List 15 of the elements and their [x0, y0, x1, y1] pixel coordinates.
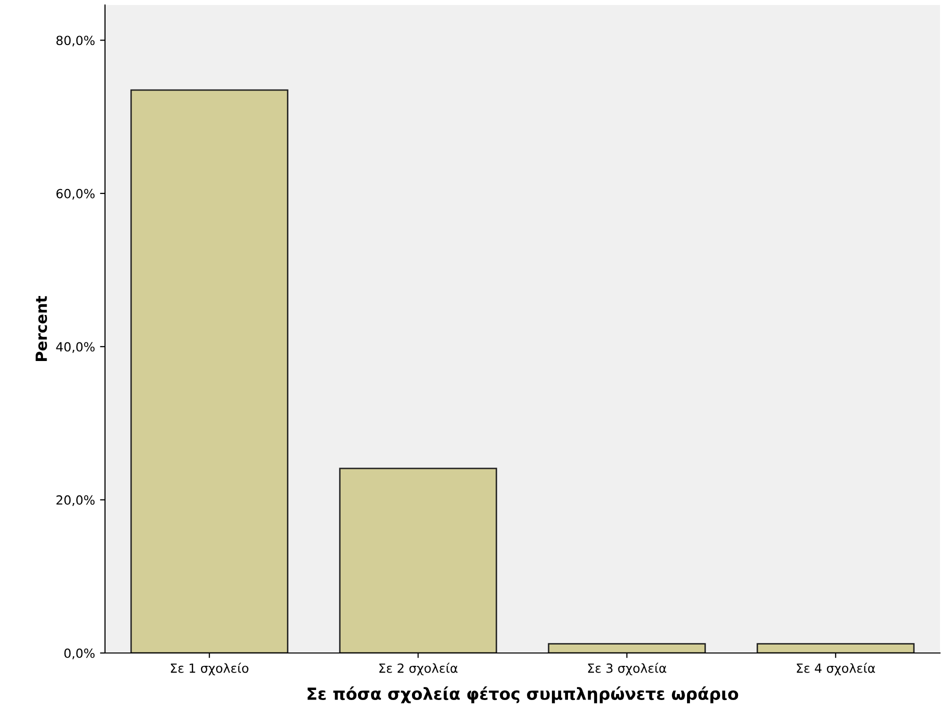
x-tick-label: Σε 1 σχολείο	[170, 662, 248, 676]
bar	[130, 89, 288, 653]
y-tick-label: 60,0%	[56, 188, 95, 200]
bar	[548, 643, 706, 653]
x-tick-label: Σε 3 σχολεία	[588, 662, 666, 676]
bar	[339, 468, 498, 653]
y-tick-label: 40,0%	[56, 342, 95, 353]
y-axis-title: Percent	[36, 296, 48, 361]
bar	[756, 643, 915, 653]
y-tick-label: 0,0%	[64, 648, 95, 660]
x-tick-label: Σε 4 σχολεία	[796, 662, 876, 676]
y-tick-label: 20,0%	[56, 495, 95, 506]
y-tick-label: 80,0%	[56, 36, 95, 46]
x-axis-title: Σε πόσα σχολεία φέτος συμπληρώνετε ωράριο	[308, 686, 738, 704]
x-tick-label: Σε 2 σχολεία	[379, 662, 458, 676]
